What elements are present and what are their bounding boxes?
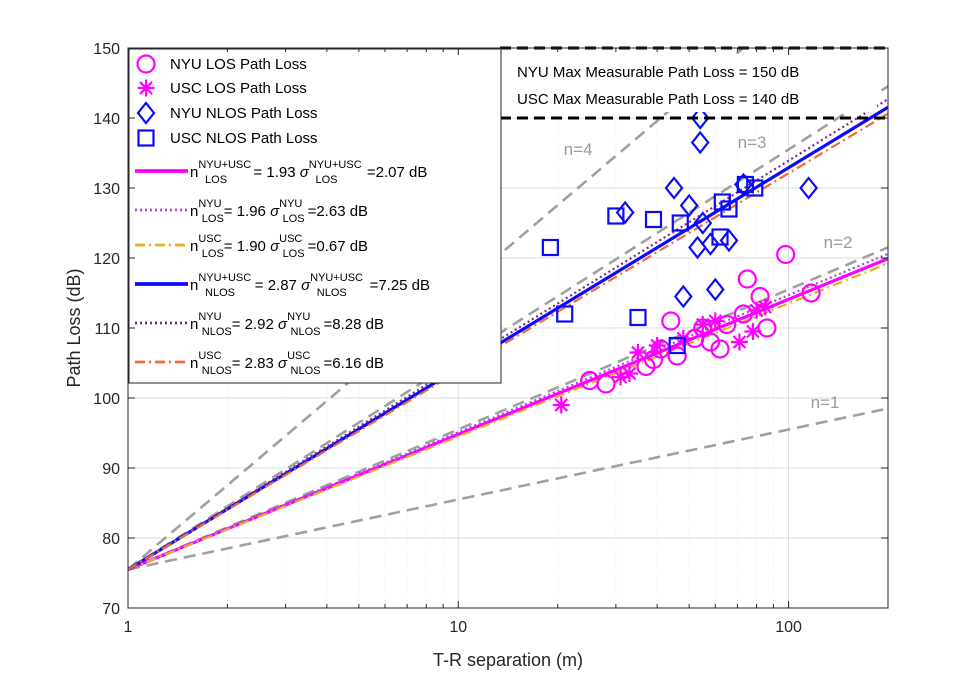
- data-point-circle: [801, 283, 821, 303]
- reference-lines: [128, 48, 888, 571]
- data-point-asterisk: [756, 298, 774, 316]
- data-point-diamond: [693, 211, 713, 235]
- legend-box: [128, 48, 502, 384]
- reference-line-n2: [128, 246, 888, 571]
- reference-label-n2: n=2: [824, 233, 853, 252]
- legend-marker-circle: [136, 54, 156, 74]
- y-tick-label: 100: [93, 391, 120, 408]
- y-tick-label: 150: [93, 41, 120, 58]
- y-tick-label: 130: [93, 181, 120, 198]
- y-axis-label: Path Loss (dB): [64, 268, 84, 387]
- reference-line-n4: [128, 48, 746, 571]
- data-point-circle: [750, 286, 770, 307]
- y-tick-label: 80: [102, 531, 120, 548]
- x-axis-label: T-R separation (m): [433, 650, 583, 670]
- reference-label-n1: n=1: [811, 393, 840, 412]
- data-point-asterisk: [694, 316, 712, 333]
- data-point-square: [736, 175, 754, 194]
- data-point-square: [607, 207, 625, 225]
- reference-line-n1: [128, 407, 888, 571]
- data-point-square: [668, 336, 686, 355]
- data-point-asterisk: [744, 323, 762, 340]
- data-point-square: [746, 179, 764, 197]
- y-tick-label: 70: [102, 601, 120, 618]
- legend-label: USC NLOS Path Loss: [170, 130, 318, 147]
- y-tick-label: 110: [94, 321, 120, 338]
- data-point-asterisk: [552, 396, 570, 414]
- reference-labels: n=1 n=2 n=3 n=4: [564, 133, 853, 412]
- data-point-diamond: [664, 176, 684, 200]
- reference-label-n3: n=3: [738, 133, 767, 152]
- data-point-circle: [710, 339, 730, 359]
- legend-fit-label: nNYU NLOS= 2.92 σNYU NLOS =8.28 dB: [190, 311, 384, 338]
- data-point-asterisk: [648, 337, 666, 354]
- data-point-diamond: [690, 130, 710, 155]
- data-point-square: [711, 228, 729, 246]
- x-tick-label: 100: [775, 619, 802, 636]
- legend-fit-label: nNYU LOS= 1.96 σNYU LOS =2.63 dB: [190, 198, 368, 225]
- legend-fit-label: nUSC NLOS= 2.83 σUSC NLOS =6.16 dB: [190, 350, 384, 377]
- x-tick-label: 1: [124, 619, 133, 636]
- annotation-box: [503, 54, 877, 112]
- legend-marker-square: [137, 129, 155, 147]
- y-tick-label: 140: [93, 111, 120, 128]
- data-point-circle: [661, 311, 681, 331]
- data-point-square: [556, 305, 574, 323]
- fit-line-5: [128, 112, 888, 571]
- data-point-asterisk: [748, 302, 766, 319]
- data-point-asterisk: [612, 368, 630, 386]
- legend: NYU LOS Path Loss USC LOS Path Loss NYU NL…: [128, 48, 502, 384]
- data-point-diamond: [690, 106, 710, 130]
- legend-fit-label: nNYU+USC NLOS = 2.87 σNYU+USC NLOS =7.25 dB: [190, 272, 430, 299]
- data-point-diamond: [719, 228, 739, 253]
- data-point-circle: [596, 374, 616, 394]
- data-point-circle: [737, 269, 757, 289]
- y-tick-label: 120: [93, 251, 120, 268]
- data-point-circle: [757, 318, 777, 338]
- legend-marker-diamond: [136, 101, 156, 125]
- x-tick-label: 10: [449, 619, 467, 636]
- legend-marker-asterisk: [137, 79, 155, 97]
- data-point-asterisk: [706, 312, 724, 330]
- data-point-circle: [667, 346, 687, 366]
- data-point-asterisk: [629, 344, 647, 361]
- data-point-asterisk: [730, 333, 748, 351]
- reference-line-n3: [128, 85, 888, 571]
- threshold-label-140: USC Max Measurable Path Loss = 140 dB: [517, 91, 799, 108]
- data-point-asterisk: [621, 365, 639, 382]
- legend-label: NYU NLOS Path Loss: [170, 105, 318, 122]
- legend-fit-label: nUSC LOS= 1.90 σUSC LOS =0.67 dB: [190, 233, 368, 260]
- data-points: [541, 106, 821, 414]
- y-tick-label: 90: [102, 461, 120, 478]
- threshold-annotation: NYU Max Measurable Path Loss = 150 dB USC…: [503, 54, 877, 112]
- legend-fit-label: nNYU+USC LOS = 1.93 σNYU+USC LOS =2.07 dB: [190, 159, 427, 186]
- data-point-square: [541, 238, 559, 257]
- data-point-square: [629, 308, 647, 327]
- data-point-diamond: [679, 193, 699, 218]
- data-point-diamond: [705, 277, 725, 302]
- data-point-circle: [700, 332, 721, 352]
- reference-label-n4: n=4: [564, 140, 593, 159]
- data-point-diamond: [701, 232, 720, 256]
- data-point-square: [644, 210, 663, 229]
- data-point-square: [720, 200, 738, 218]
- threshold-label-150: NYU Max Measurable Path Loss = 150 dB: [517, 64, 799, 81]
- fit-line-4: [128, 98, 888, 571]
- legend-label: USC LOS Path Loss: [170, 80, 307, 97]
- data-point-square: [671, 214, 689, 232]
- data-point-diamond: [799, 176, 819, 200]
- data-point-diamond: [673, 284, 693, 309]
- data-point-circle: [776, 244, 796, 265]
- legend-label: NYU LOS Path Loss: [170, 56, 307, 73]
